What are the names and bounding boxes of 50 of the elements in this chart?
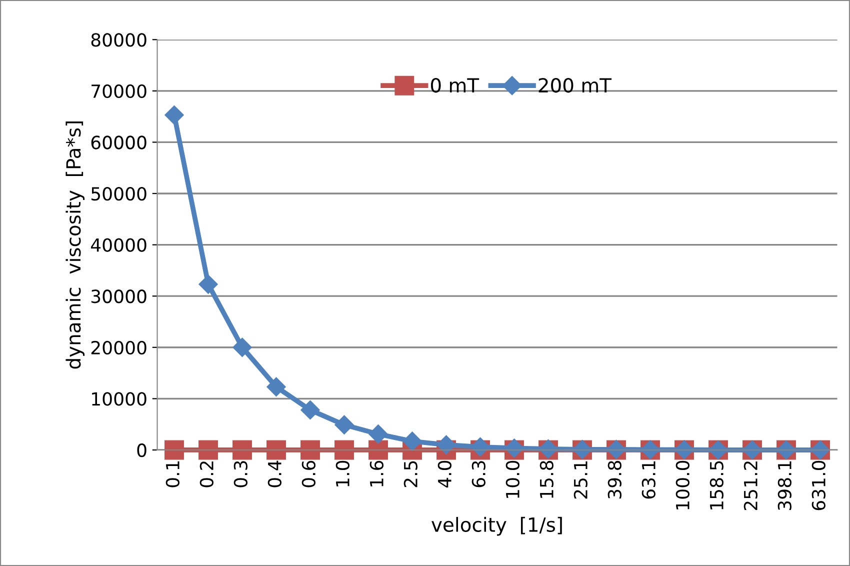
x-tick-label: 4.0 [438,460,452,488]
point [470,437,490,456]
legend-label: 0 mT [430,78,480,93]
x-tick-label: 398.1 [778,461,792,510]
y-tick-label: 10000 [92,392,146,406]
x-tick-label: 10.0 [506,460,520,498]
point [436,435,456,454]
x-tick-label: 15.8 [540,460,554,498]
x-tick-label: 0.1 [166,461,180,488]
point [334,440,354,460]
point [266,377,286,396]
x-tick-label: 158.5 [710,461,724,510]
y-tick-label: 80000 [91,33,146,47]
x-tick-label: 39.8 [608,460,622,499]
point [368,440,388,460]
x-tick-label: 2.5 [404,461,418,488]
x-tick-label: 0.6 [302,460,316,488]
point [334,415,354,434]
y-tick-label: 70000 [92,84,146,98]
point [266,440,286,460]
x-tick-label: 0.4 [268,460,282,488]
point [232,440,252,460]
point [232,338,252,357]
point [300,400,320,420]
x-tick-label: 63.1 [642,461,656,499]
x-tick-label: 251.2 [744,462,758,510]
x-tick-label: 1.0 [336,460,350,486]
x-tick-label: 1.6 [370,460,384,486]
y-axis-title: dynamic viscosity [Pa*s] [66,122,85,369]
x-tick-label: 100.0 [676,460,690,510]
point [198,440,218,460]
point [368,424,388,444]
point [402,432,422,451]
x-tick-label: 631.0 [812,460,826,510]
point [300,440,320,460]
point [198,274,218,294]
y-tick-label: 0 [137,443,146,458]
legend-label: 200 mT [538,78,612,93]
y-tick-label: 30000 [91,290,146,304]
x-axis-title: velocity [1/s] [432,516,562,536]
y-tick-label: 60000 [91,136,146,150]
x-tick-label: 25.1 [574,461,588,499]
y-tick-label: 50000 [91,186,146,201]
y-tick-label: 20000 [91,340,146,354]
point [164,440,184,460]
y-tick-label: 40000 [90,238,146,252]
x-tick-label: 0.2 [200,462,214,488]
point [164,105,184,125]
x-tick-label: 0.3 [234,461,248,488]
x-tick-label: 6.3 [472,461,486,488]
